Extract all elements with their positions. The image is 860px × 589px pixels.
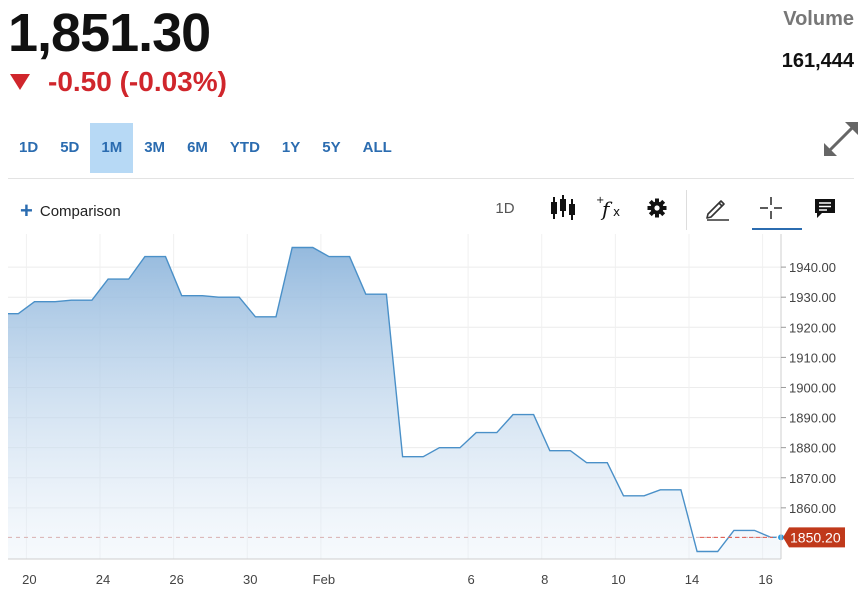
price-line — [8, 246, 781, 553]
plus-icon: + — [20, 198, 33, 223]
range-button-1y[interactable]: 1Y — [281, 139, 301, 156]
y-tick-label: 1870.00 — [789, 471, 836, 486]
x-tick-label: 24 — [96, 572, 110, 587]
y-tick-label: 1930.00 — [789, 290, 836, 305]
svg-text:f: f — [600, 197, 613, 221]
range-button-1m[interactable]: 1M — [90, 123, 134, 173]
volume-label: Volume — [783, 8, 854, 30]
candlestick-icon[interactable] — [548, 192, 578, 224]
y-tick-label: 1940.00 — [789, 260, 836, 275]
x-tick-label: 26 — [169, 572, 183, 587]
comment-icon[interactable] — [810, 192, 840, 224]
comparison-label: Comparison — [39, 202, 121, 220]
range-button-1d[interactable]: 1D — [19, 139, 39, 156]
x-tick-label: 30 — [243, 572, 257, 587]
price-change-value: -0.50 (-0.03%) — [48, 66, 227, 97]
x-tick-label: 20 — [22, 572, 36, 587]
settings-gear-icon[interactable] — [644, 192, 670, 224]
range-button-5d[interactable]: 5D — [60, 139, 80, 156]
interval-button[interactable]: 1D — [495, 199, 515, 217]
x-tick-label: Feb — [313, 572, 335, 587]
down-triangle-icon — [10, 74, 30, 90]
price-change: -0.50 (-0.03%) — [10, 66, 227, 98]
y-tick-label: 1890.00 — [789, 411, 836, 426]
y-tick-label: 1860.00 — [789, 501, 836, 516]
range-button-all[interactable]: ALL — [362, 139, 392, 156]
toolbar-divider — [8, 178, 854, 179]
range-button-5y[interactable]: 5Y — [322, 139, 341, 156]
x-tick-label: 6 — [468, 572, 475, 587]
last-value-badge — [783, 527, 845, 548]
price-area — [8, 247, 781, 559]
indicators-fx-icon[interactable]: + f x — [596, 192, 624, 224]
comparison-button[interactable]: + Comparison — [20, 198, 121, 223]
x-tick-label: 14 — [685, 572, 699, 587]
range-button-3m[interactable]: 3M — [144, 139, 166, 156]
x-tick-label: 10 — [611, 572, 625, 587]
price-chart[interactable]: 1860.00 1870.00 1880.00 1890.00 1900.00 1910.… — [0, 234, 860, 589]
last-value-label: 1850.20 — [790, 529, 841, 545]
y-tick-label: 1880.00 — [789, 441, 836, 456]
svg-text:x: x — [613, 205, 620, 219]
toolbar-separator — [686, 190, 687, 230]
x-tick-label: 16 — [758, 572, 772, 587]
crosshair-icon[interactable] — [756, 192, 786, 224]
range-button-6m[interactable]: 6M — [187, 139, 208, 156]
svg-text:+: + — [596, 195, 604, 206]
expand-icon[interactable] — [824, 122, 858, 156]
volume-value: 161,444 — [781, 50, 854, 72]
x-tick-label: 8 — [541, 572, 548, 587]
draw-pencil-icon[interactable] — [702, 192, 732, 224]
range-button-ytd[interactable]: YTD — [229, 139, 260, 156]
y-tick-label: 1900.00 — [789, 380, 836, 395]
crosshair-active-indicator — [752, 228, 802, 230]
last-price: 1,851.30 — [8, 3, 211, 63]
range-selector: 1D 5D 1M 3M 6M YTD 1Y 5Y ALL — [8, 123, 403, 173]
y-tick-label: 1920.00 — [789, 320, 836, 335]
y-tick-label: 1910.00 — [789, 350, 836, 365]
